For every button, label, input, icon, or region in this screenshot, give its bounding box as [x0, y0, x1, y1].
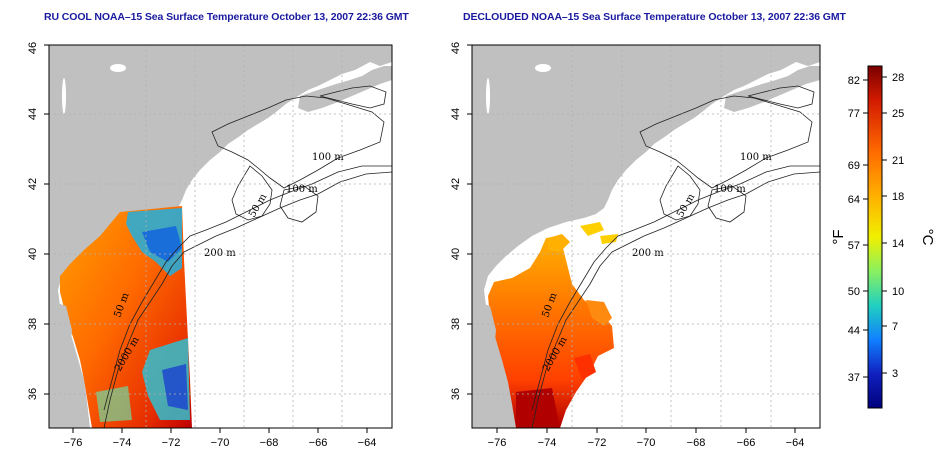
left-y-tick: 44 — [27, 108, 39, 120]
colorbar-c-tick: 18 — [892, 191, 904, 203]
left-axis-ticks — [44, 44, 368, 433]
left-contour-label: 100 m — [286, 184, 318, 195]
right-axis-ticks — [467, 44, 796, 433]
left-chesapeake — [49, 300, 72, 392]
right-sst-patch — [586, 300, 612, 326]
colorbar-f-tick: 50 — [848, 286, 860, 298]
right-y-tick: 44 — [450, 108, 462, 120]
right-nova-scotia — [724, 66, 820, 112]
left-x-tick: −76 — [64, 437, 83, 449]
left-x-tick: −72 — [162, 437, 181, 449]
left-cloud-patch — [96, 386, 132, 422]
colorbar-f-tick: 64 — [848, 194, 860, 206]
left-nova-scotia — [298, 66, 392, 112]
left-lake — [110, 64, 126, 72]
colorbar-f-tick: 57 — [848, 240, 860, 252]
right-contour-label: 100 m — [740, 152, 772, 163]
left-x-tick: −66 — [309, 437, 328, 449]
left-y-tick: 38 — [27, 318, 39, 330]
colorbar-c-tick: 28 — [892, 72, 904, 84]
right-y-tick: 36 — [450, 388, 462, 400]
left-y-tick: 36 — [27, 388, 39, 400]
left-grid — [49, 45, 392, 428]
right-x-tick: −66 — [737, 437, 756, 449]
left-land — [49, 45, 392, 428]
right-x-tick: −76 — [488, 437, 507, 449]
right-y-tick: 42 — [450, 178, 462, 190]
left-panel-title: RU COOL NOAA–15 Sea Surface Temperature … — [44, 11, 409, 23]
right-lake — [535, 64, 551, 72]
colorbar-c-tick: 14 — [892, 238, 904, 250]
right-sst-patch — [580, 222, 604, 236]
colorbar-f-tick: 37 — [848, 372, 860, 384]
left-x-tick: −64 — [358, 437, 377, 449]
right-sst-patch — [574, 354, 596, 380]
left-map-panel: 100 m 100 m 50 m 200 m 50 m 2000 m −76 — [27, 42, 393, 449]
colorbar-f-tick: 44 — [848, 325, 860, 337]
colorbar-c-tick: 21 — [892, 155, 904, 167]
colorbar-c-unit: °C — [919, 229, 936, 246]
left-cloud-patch — [162, 364, 188, 410]
right-sst-patch — [516, 388, 560, 428]
left-x-tick: −74 — [113, 437, 132, 449]
left-cloud-patch — [142, 226, 182, 262]
colorbar-c-tick: 3 — [892, 368, 898, 380]
right-sst-patch — [548, 234, 570, 252]
left-contours — [103, 85, 393, 429]
right-sst-patch — [600, 234, 618, 244]
right-contour-label: 200 m — [632, 248, 664, 259]
colorbar-c-tick: 7 — [892, 321, 898, 333]
right-sst-field — [488, 236, 614, 428]
left-contour-label: 200 m — [204, 248, 236, 259]
left-y-tick: 42 — [27, 178, 39, 190]
right-chesapeake — [472, 300, 496, 392]
right-panel-title: DECLOUDED NOAA–15 Sea Surface Temperatur… — [463, 11, 846, 23]
colorbar-c-tick: 10 — [892, 286, 904, 298]
colorbar-gradient — [867, 65, 883, 409]
colorbar-ticks — [863, 76, 887, 378]
right-map-panel: 100 m 100 m 50 m 200 m 50 m 2000 m −76 −… — [450, 42, 821, 449]
right-contours — [531, 85, 821, 429]
right-x-tick: −72 — [588, 437, 607, 449]
right-x-tick: −74 — [538, 437, 557, 449]
right-grid — [472, 45, 820, 428]
colorbar-c-tick: 25 — [892, 108, 904, 120]
right-x-tick: −70 — [637, 437, 656, 449]
right-y-tick: 40 — [450, 248, 462, 260]
colorbar-f-tick: 82 — [848, 75, 860, 87]
left-contour-label: 100 m — [312, 152, 344, 163]
right-lake — [486, 78, 490, 114]
left-x-tick: −70 — [211, 437, 230, 449]
colorbar-f-tick: 77 — [848, 108, 860, 120]
left-x-tick: −68 — [260, 437, 279, 449]
right-land — [472, 45, 820, 428]
left-y-tick: 46 — [27, 42, 39, 54]
right-y-tick: 46 — [450, 42, 462, 54]
left-y-tick: 40 — [27, 248, 39, 260]
right-contour-label: 100 m — [714, 184, 746, 195]
right-x-tick: −68 — [687, 437, 706, 449]
colorbar: 82 77 69 64 57 50 44 37 28 25 21 18 14 1… — [830, 65, 936, 409]
right-y-tick: 38 — [450, 318, 462, 330]
right-x-tick: −64 — [786, 437, 805, 449]
colorbar-f-tick: 69 — [848, 160, 860, 172]
left-lake — [62, 78, 66, 114]
colorbar-f-unit: °F — [830, 229, 847, 244]
